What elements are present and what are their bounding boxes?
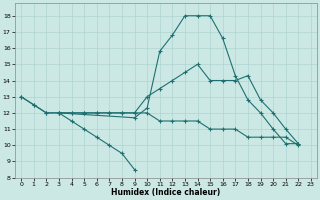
X-axis label: Humidex (Indice chaleur): Humidex (Indice chaleur) <box>111 188 221 197</box>
